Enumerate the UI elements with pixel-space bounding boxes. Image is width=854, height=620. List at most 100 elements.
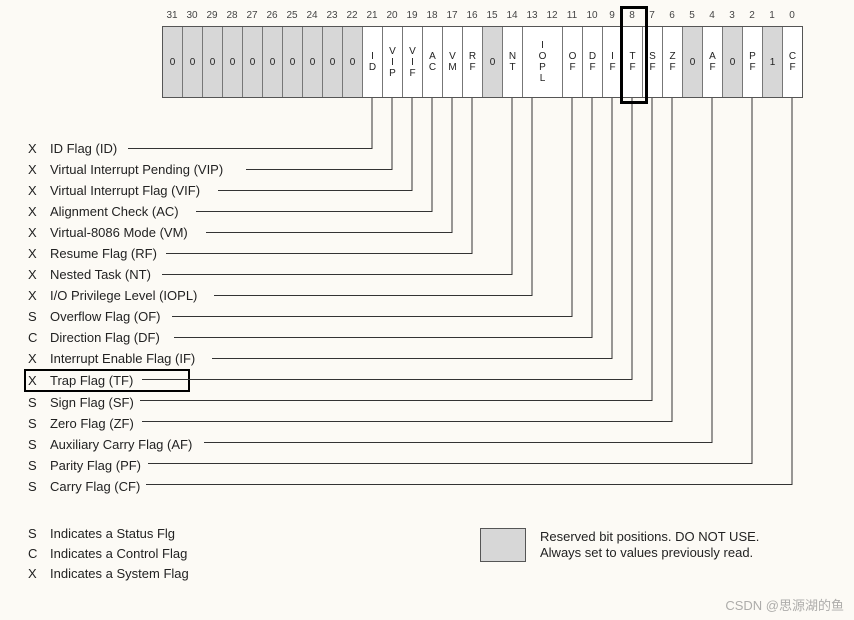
desc-row-13: XI/O Privilege Level (IOPL) — [28, 285, 223, 306]
desc-label: Alignment Check (AC) — [50, 204, 179, 219]
bit-number: 15 — [482, 10, 502, 21]
bit-numbers-row: 3130292827262524232221201918171615141312… — [162, 10, 802, 21]
desc-type: X — [28, 288, 50, 303]
bit-cell-27: 0 — [243, 27, 263, 97]
desc-type: S — [28, 479, 50, 494]
bit-cell-5: 0 — [683, 27, 703, 97]
desc-type: X — [28, 183, 50, 198]
desc-label: Zero Flag (ZF) — [50, 416, 134, 431]
bit-number: 16 — [462, 10, 482, 21]
desc-label: Virtual Interrupt Flag (VIF) — [50, 183, 200, 198]
bit-cell-10: D F — [583, 27, 603, 97]
desc-row-14: XNested Task (NT) — [28, 264, 223, 285]
desc-label: Direction Flag (DF) — [50, 330, 160, 345]
desc-type: X — [28, 373, 50, 388]
desc-row-19: XVirtual Interrupt Flag (VIF) — [28, 180, 223, 201]
bit-number: 24 — [302, 10, 322, 21]
legend-row: CIndicates a Control Flag — [28, 546, 189, 566]
desc-row-11: SOverflow Flag (OF) — [28, 306, 223, 327]
bit-number: 27 — [242, 10, 262, 21]
bit-cell-11: O F — [563, 27, 583, 97]
bit-cell-3: 0 — [723, 27, 743, 97]
desc-row-6: SZero Flag (ZF) — [28, 413, 223, 434]
desc-type: X — [28, 204, 50, 219]
bit-number: 8 — [622, 10, 642, 21]
desc-label: Parity Flag (PF) — [50, 458, 141, 473]
bit-number: 13 — [522, 10, 542, 21]
desc-type: X — [28, 162, 50, 177]
bit-number: 18 — [422, 10, 442, 21]
watermark: CSDN @思源湖的鱼 — [725, 595, 844, 614]
bit-cell-23: 0 — [323, 27, 343, 97]
legend-row: SIndicates a Status Flg — [28, 526, 189, 546]
bit-cell-4: A F — [703, 27, 723, 97]
bit-number: 4 — [702, 10, 722, 21]
reserved-text: Reserved bit positions. DO NOT USE. Alwa… — [540, 529, 830, 562]
bit-cell-20: V I P — [383, 27, 403, 97]
bit-cell-0: C F — [783, 27, 802, 97]
desc-label: Overflow Flag (OF) — [50, 309, 161, 324]
bit-number: 5 — [682, 10, 702, 21]
desc-label: I/O Privilege Level (IOPL) — [50, 288, 197, 303]
desc-row-10: CDirection Flag (DF) — [28, 327, 223, 348]
bit-number: 20 — [382, 10, 402, 21]
bit-number: 29 — [202, 10, 222, 21]
reserved-swatch — [480, 528, 526, 562]
desc-label: Virtual-8086 Mode (VM) — [50, 225, 188, 240]
bit-cell-14: N T — [503, 27, 523, 97]
bit-number: 1 — [762, 10, 782, 21]
bit-number: 23 — [322, 10, 342, 21]
desc-label: Nested Task (NT) — [50, 267, 151, 282]
desc-label: Auxiliary Carry Flag (AF) — [50, 437, 192, 452]
desc-type: X — [28, 225, 50, 240]
desc-label: Interrupt Enable Flag (IF) — [50, 351, 195, 366]
desc-label: Carry Flag (CF) — [50, 479, 140, 494]
desc-type: C — [28, 330, 50, 345]
bit-number: 11 — [562, 10, 582, 21]
bit-number: 0 — [782, 10, 802, 21]
bit-cell-15: 0 — [483, 27, 503, 97]
desc-row-21: XID Flag (ID) — [28, 138, 223, 159]
desc-label: Trap Flag (TF) — [50, 373, 133, 388]
legend-type: C — [28, 546, 50, 561]
desc-row-8: XTrap Flag (TF) — [24, 369, 190, 392]
legend-type: S — [28, 526, 50, 541]
bit-cell-1: 1 — [763, 27, 783, 97]
bit-cell-16: R F — [463, 27, 483, 97]
bit-cell-7: S F — [643, 27, 663, 97]
desc-row-17: XVirtual-8086 Mode (VM) — [28, 222, 223, 243]
bit-cell-25: 0 — [283, 27, 303, 97]
legend-text: Indicates a System Flag — [50, 566, 189, 581]
bit-number: 30 — [182, 10, 202, 21]
bit-cell-22: 0 — [343, 27, 363, 97]
desc-row-16: XResume Flag (RF) — [28, 243, 223, 264]
desc-label: Sign Flag (SF) — [50, 395, 134, 410]
bit-number: 2 — [742, 10, 762, 21]
bit-number: 19 — [402, 10, 422, 21]
bit-cell-8: T F — [623, 27, 643, 97]
bit-number: 9 — [602, 10, 622, 21]
desc-type: S — [28, 458, 50, 473]
bit-cell-19: V I F — [403, 27, 423, 97]
legend-type: X — [28, 566, 50, 581]
bit-cell-18: A C — [423, 27, 443, 97]
bit-number: 6 — [662, 10, 682, 21]
flag-descriptions: XID Flag (ID)XVirtual Interrupt Pending … — [28, 138, 223, 497]
bit-cell-24: 0 — [303, 27, 323, 97]
bit-number: 21 — [362, 10, 382, 21]
reserved-note: Reserved bit positions. DO NOT USE. Alwa… — [480, 528, 830, 562]
bit-cell-9: I F — [603, 27, 623, 97]
eflags-register: 0000000000I DV I PV I FA CV MR F0N TI O … — [162, 26, 803, 98]
bit-number: 17 — [442, 10, 462, 21]
bit-cell-28: 0 — [223, 27, 243, 97]
bit-number: 28 — [222, 10, 242, 21]
legend-row: XIndicates a System Flag — [28, 566, 189, 586]
desc-type: X — [28, 351, 50, 366]
desc-type: X — [28, 246, 50, 261]
desc-row-9: XInterrupt Enable Flag (IF) — [28, 348, 223, 369]
bit-cell-2: P F — [743, 27, 763, 97]
bit-number: 31 — [162, 10, 182, 21]
bit-cell-26: 0 — [263, 27, 283, 97]
bit-number: 22 — [342, 10, 362, 21]
desc-type: X — [28, 267, 50, 282]
